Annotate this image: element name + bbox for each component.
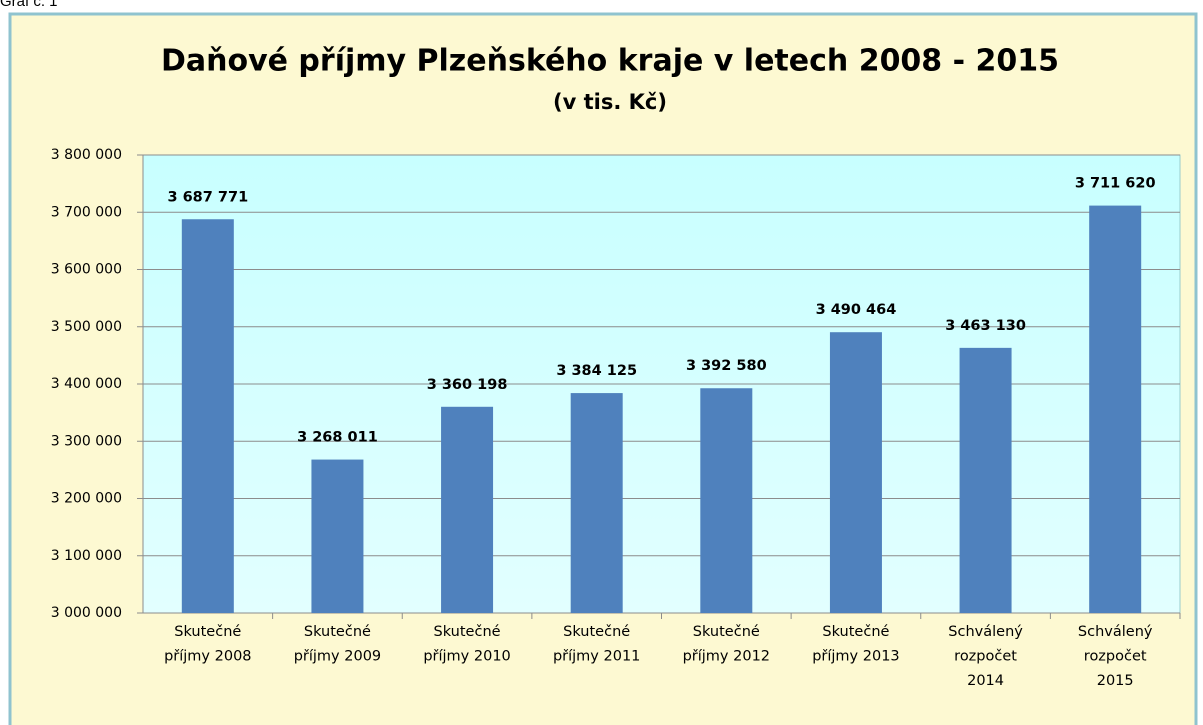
chart-title: Daňové příjmy Plzeňského kraje v letech … xyxy=(161,44,1059,79)
y-tick-label: 3 700 000 xyxy=(51,204,122,220)
x-tick-label: příjmy 2010 xyxy=(423,649,510,665)
y-tick-label: 3 800 000 xyxy=(51,147,122,163)
x-tick-label: příjmy 2012 xyxy=(683,649,770,665)
x-tick-label: příjmy 2008 xyxy=(164,649,251,665)
bar xyxy=(829,332,882,613)
x-tick-label: Skutečné xyxy=(822,624,889,640)
bar xyxy=(441,406,494,613)
x-tick-label: příjmy 2009 xyxy=(294,649,381,665)
x-tick-label: 2015 xyxy=(1097,673,1134,689)
x-tick-label: Skutečné xyxy=(563,624,630,640)
x-tick-label: rozpočet xyxy=(954,649,1017,665)
value-label: 3 711 620 xyxy=(1075,176,1156,192)
bar xyxy=(311,459,364,613)
bar xyxy=(959,347,1012,613)
value-label: 3 392 580 xyxy=(686,358,767,374)
x-tick-label: 2014 xyxy=(967,673,1004,689)
value-label: 3 384 125 xyxy=(556,363,637,379)
y-tick-label: 3 500 000 xyxy=(51,319,122,335)
x-tick-label: příjmy 2011 xyxy=(553,649,640,665)
x-tick-label: rozpočet xyxy=(1084,649,1147,665)
x-tick-label: Skutečné xyxy=(304,624,371,640)
x-tick-label: příjmy 2013 xyxy=(812,649,899,665)
x-tick-label: Skutečné xyxy=(434,624,501,640)
chart-subtitle: (v tis. Kč) xyxy=(553,90,667,114)
y-tick-label: 3 200 000 xyxy=(51,491,122,507)
bar xyxy=(1089,205,1142,614)
x-tick-label: Skutečné xyxy=(174,624,241,640)
bar xyxy=(181,219,234,613)
x-tick-label: Schválený xyxy=(1078,624,1153,640)
y-tick-label: 3 400 000 xyxy=(51,376,122,392)
y-tick-label: 3 000 000 xyxy=(51,605,122,621)
bar xyxy=(570,393,623,613)
value-label: 3 268 011 xyxy=(297,430,378,446)
x-tick-label: Schválený xyxy=(948,624,1023,640)
y-tick-label: 3 100 000 xyxy=(51,548,122,564)
caption: Graf č. 1 xyxy=(0,0,58,10)
y-tick-label: 3 300 000 xyxy=(51,433,122,449)
value-label: 3 463 130 xyxy=(945,318,1026,334)
value-label: 3 360 198 xyxy=(427,377,508,393)
value-label: 3 490 464 xyxy=(816,302,897,318)
y-tick-label: 3 600 000 xyxy=(51,262,122,278)
value-label: 3 687 771 xyxy=(167,189,248,205)
x-tick-label: Skutečné xyxy=(693,624,760,640)
bar xyxy=(700,388,753,613)
